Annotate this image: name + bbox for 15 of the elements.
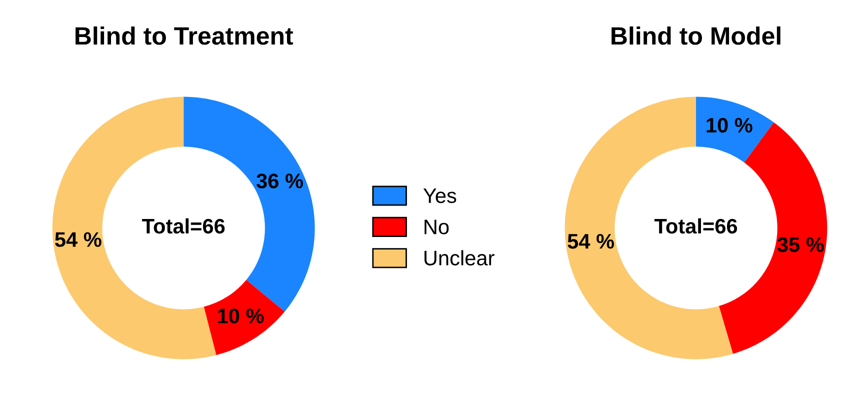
donut-slice xyxy=(204,280,285,356)
text: Total=66 xyxy=(654,218,738,234)
data-label: 54 % xyxy=(55,232,102,247)
legend-label: Unclear xyxy=(424,250,494,266)
data-label: 36 % xyxy=(256,174,303,188)
data-label: 54 % xyxy=(568,234,614,249)
text: Total=66 xyxy=(142,218,225,234)
donut-slice xyxy=(696,96,774,162)
data-label: 10 % xyxy=(706,118,752,133)
data-label: 35 % xyxy=(777,237,824,252)
data-label: 10 % xyxy=(218,308,264,324)
chart-title: Blind to Treatment xyxy=(76,26,294,45)
legend-label: Yes xyxy=(423,188,456,204)
legend-label: No xyxy=(424,220,449,234)
chart-title: Blind to Model xyxy=(612,26,780,45)
